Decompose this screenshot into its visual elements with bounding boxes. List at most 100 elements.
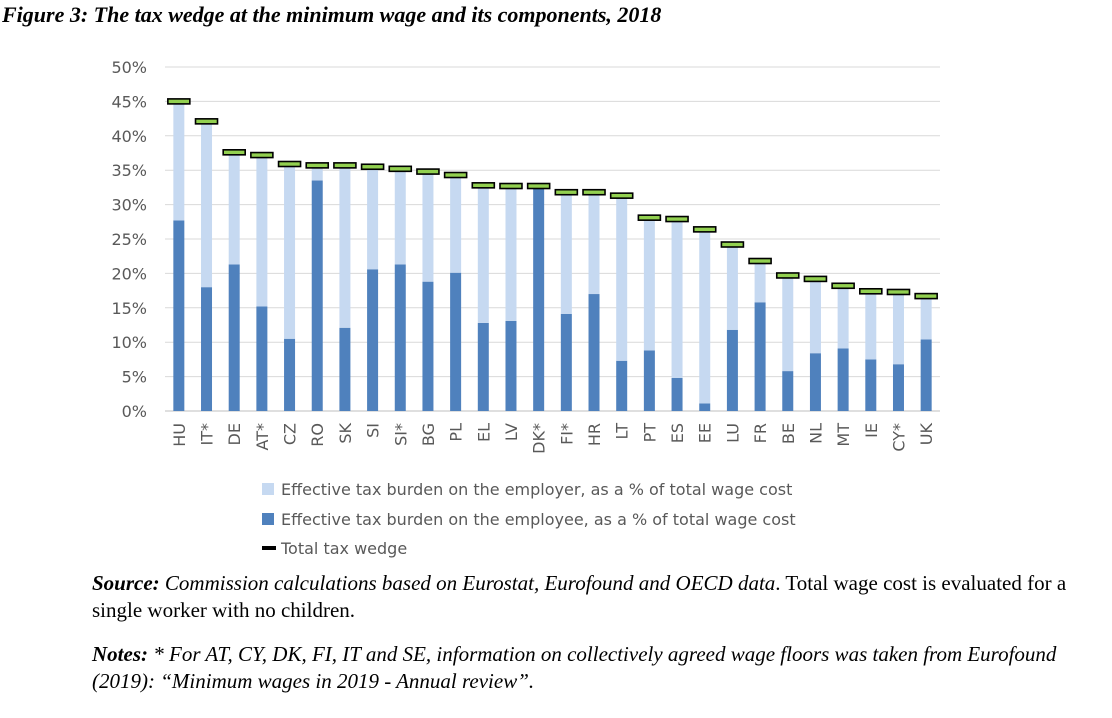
bar-employer [339,165,351,328]
bar-employee [533,188,545,411]
x-category-label: NL [806,423,825,444]
bar-employee [256,306,268,411]
bar-employer [588,192,600,295]
bar-employee [892,364,904,411]
x-category-label: RO [308,423,327,447]
bar-employee [754,302,766,411]
total-tax-wedge-marker [416,168,440,175]
legend-swatch [262,483,274,495]
legend-label: Effective tax burden on the employee, as… [281,510,796,529]
total-tax-wedge-marker [720,241,745,248]
y-tick-label: 20% [111,264,147,283]
notes-label: Notes: [92,642,148,666]
bar-employee [367,269,379,411]
total-tax-wedge-marker [775,272,800,279]
total-tax-wedge-marker [333,162,357,169]
bar-employer [782,275,794,372]
total-tax-wedge-marker [665,215,689,223]
x-category-label: FI* [557,423,576,445]
bar-employee [837,348,849,411]
x-category-label: FR [751,423,770,443]
gridlines [165,66,940,412]
bar-employee [450,272,462,411]
bar-employer [422,171,434,282]
x-category-label: LU [723,423,742,443]
y-tick-label: 0% [122,402,147,421]
bar-employer [394,168,406,265]
legend-label: Total tax wedge [280,539,407,558]
y-tick-label: 25% [111,230,147,249]
bar-employee [782,371,794,411]
bar-employer [726,244,738,330]
y-tick-label: 50% [111,58,147,77]
bar-employer [284,164,296,339]
bar-employer [505,186,517,321]
bar-employee [616,360,628,411]
total-tax-wedge-marker [803,275,828,283]
bar-employer [256,155,268,307]
bar-employer [920,296,932,340]
x-category-label: CZ [281,423,300,445]
y-tick-label: 5% [122,368,147,387]
bar-series [173,101,932,411]
bar-employer [560,192,572,314]
y-tick-label: 35% [111,161,147,180]
y-tick-label: 15% [111,299,147,318]
bar-employer [616,195,628,361]
bar-employee [422,281,434,411]
x-category-label: ES [668,423,687,443]
legend-label: Effective tax burden on the employer, as… [281,480,792,499]
total-tax-wedge-marker [305,162,330,169]
total-tax-wedge-marker [499,182,523,190]
y-tick-label: 45% [111,92,147,111]
x-category-label: LV [502,423,521,441]
source-label: Source: [92,571,160,595]
x-category-label: CY* [889,423,908,452]
x-axis-category-labels: HU IT* DE AT* CZ RO SK SI SI* BG PL EL LV DK* FI* HR LT P… [170,422,936,453]
source-caption: Source: Commission calculations based on… [92,570,1104,624]
total-tax-wedge-marker [471,182,496,189]
notes-text: * For AT, CY, DK, FI, IT and SE, informa… [92,642,1057,693]
bar-employee [311,180,323,411]
x-category-label: BG [419,423,438,446]
bar-employee [173,220,185,411]
total-tax-wedge-marker [360,163,385,171]
bar-employee [809,353,821,411]
bar-employee [671,377,683,411]
bar-employee [588,294,600,411]
x-category-label: UK [917,422,936,445]
bar-employer [699,229,711,404]
total-tax-wedge-marker [831,282,855,290]
y-tick-label: 30% [111,196,147,215]
stacked-bar-chart: 0% 5% 10% 15% 20% 25% 30% 35% 40% 45% 50% HU IT* DE A… [111,58,940,558]
total-tax-wedge-marker [526,182,551,190]
total-tax-wedge-marker [637,214,662,221]
bar-employer [643,217,655,351]
bar-employer [201,121,213,288]
x-category-label: MT [834,423,853,447]
bar-employee [284,338,296,411]
notes-caption: Notes: * For AT, CY, DK, FI, IT and SE, … [92,641,1104,695]
y-axis-ticks: 0% 5% 10% 15% 20% 25% 30% 35% 40% 45% 50% [111,58,147,421]
bar-employee [699,403,711,411]
bar-employee [920,339,932,411]
total-tax-wedge-marker [194,118,219,125]
total-tax-wedge-marker [222,149,246,156]
x-category-label: PL [447,423,466,442]
bar-employer [754,261,766,303]
bar-employee [477,322,489,411]
bar-employee [339,327,351,411]
bar-employer [809,278,821,354]
total-tax-wedge-marker [388,165,413,173]
bar-employee [560,313,572,411]
x-category-label: HU [170,423,189,447]
total-tax-wedge-marker [886,288,911,296]
bar-employer [477,185,489,323]
bar-employer [671,219,683,378]
legend-swatch [262,513,274,525]
bar-employer [837,285,849,349]
x-category-label: EE [696,423,715,443]
x-category-label: EL [474,423,493,442]
x-category-label: SI [364,423,383,438]
x-category-label: LT [613,423,632,440]
